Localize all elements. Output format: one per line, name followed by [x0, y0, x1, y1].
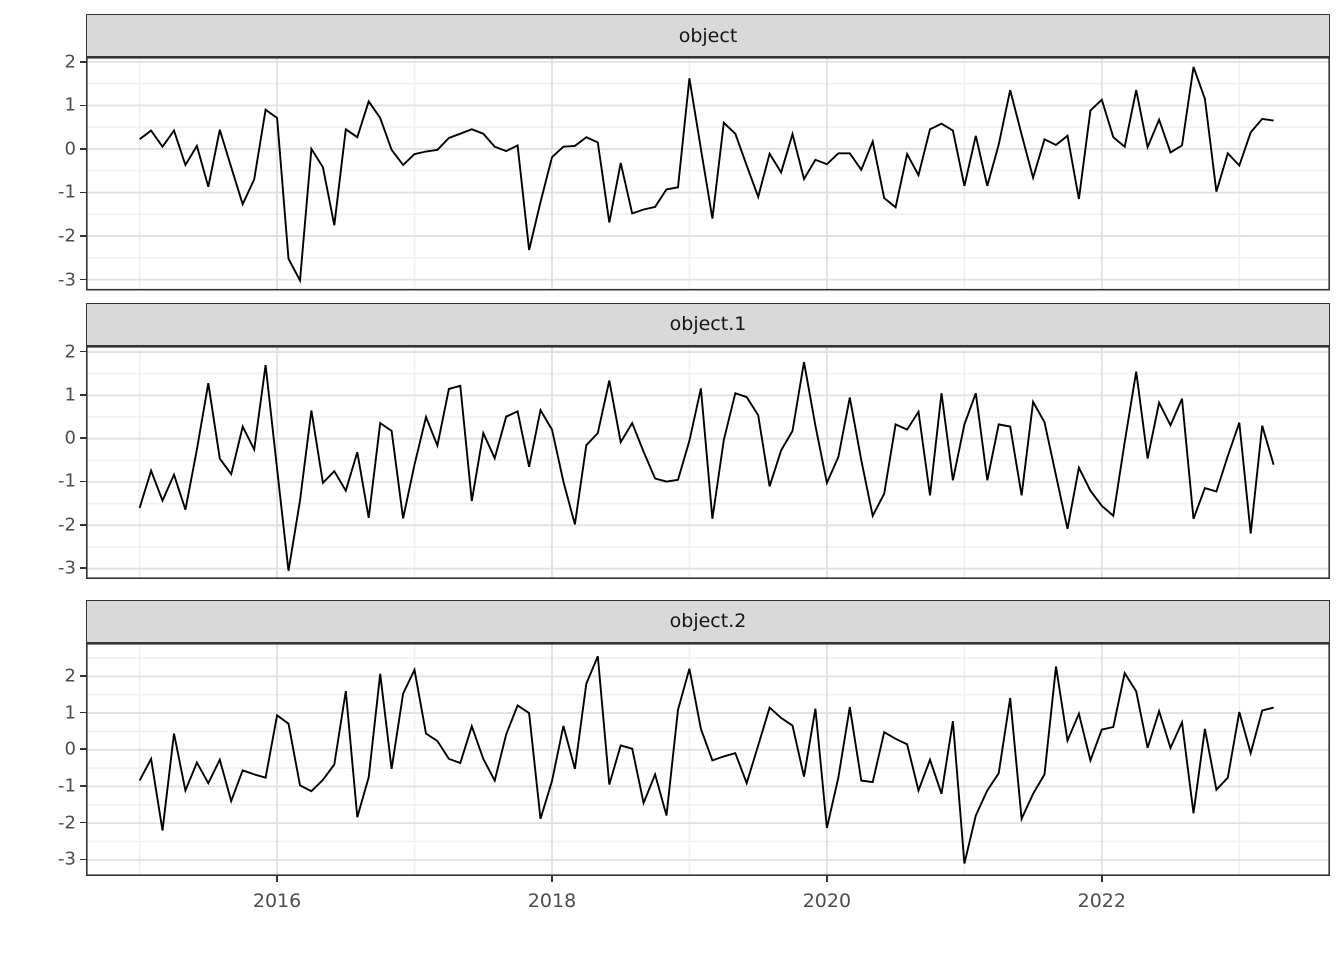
y-tick-mark: [80, 821, 86, 824]
y-axis-tick-label: -3: [58, 557, 76, 579]
y-tick-mark: [80, 350, 86, 353]
y-axis-tick-label: 0: [64, 427, 76, 449]
y-axis-tick-label: -1: [58, 775, 76, 797]
y-tick-mark: [80, 567, 86, 569]
y-axis-tick-label: 2: [64, 341, 76, 363]
facet-strip-object: object: [86, 14, 1330, 57]
y-axis-tick-label: -2: [58, 812, 76, 834]
y-tick-mark: [80, 711, 86, 714]
y-axis-tick-label: -2: [58, 225, 76, 247]
x-tick-mark: [1101, 875, 1103, 882]
y-axis-tick-label: 0: [64, 738, 76, 760]
series-line-object.1: [138, 361, 1275, 571]
y-axis-tick-label: 1: [64, 384, 76, 406]
x-axis-tick-label: 2018: [527, 890, 577, 912]
y-tick-mark: [80, 235, 86, 237]
y-axis-tick-label: -2: [58, 514, 76, 536]
y-tick-mark: [80, 394, 86, 396]
facet-title: object.1: [669, 313, 747, 335]
facet-strip-object-2: object.2: [86, 599, 1330, 643]
y-axis-tick-label: 1: [64, 702, 76, 724]
y-tick-mark: [80, 148, 86, 150]
y-tick-mark: [80, 785, 86, 787]
facet-panel-object-2: [86, 642, 1330, 876]
facet-panel-object: [86, 57, 1330, 291]
facet-title: object: [678, 24, 738, 47]
x-tick-mark: [276, 875, 278, 882]
y-tick-mark: [80, 480, 86, 483]
y-axis-tick-label: -1: [58, 181, 76, 203]
facet-strip-object-1: object.1: [86, 302, 1330, 346]
y-tick-mark: [80, 437, 86, 439]
y-axis-tick-label: 2: [64, 51, 76, 73]
y-axis-tick-label: 0: [64, 138, 76, 160]
y-tick-mark: [80, 60, 86, 63]
y-tick-mark: [80, 748, 86, 751]
x-axis-tick-label: 2022: [1077, 890, 1126, 912]
x-axis-tick-label: 2020: [802, 890, 852, 912]
facet-panel-object-1: [86, 345, 1330, 579]
y-tick-mark: [80, 523, 86, 526]
y-tick-mark: [80, 675, 86, 677]
x-tick-mark: [551, 875, 553, 882]
y-axis-tick-label: -3: [58, 848, 76, 870]
x-axis-tick-label: 2016: [252, 890, 302, 912]
y-axis-tick-label: -1: [58, 470, 76, 492]
y-tick-mark: [80, 191, 86, 194]
x-tick-mark: [826, 875, 828, 882]
y-axis-tick-label: 1: [64, 94, 76, 116]
y-axis-tick-label: -3: [58, 269, 76, 291]
y-tick-mark: [80, 858, 86, 861]
series-line-object.2: [138, 655, 1274, 864]
series-line-object: [139, 66, 1274, 284]
y-axis-tick-label: 2: [64, 665, 76, 687]
facet-title: object.2: [669, 610, 747, 632]
y-tick-mark: [80, 104, 86, 107]
y-tick-mark: [80, 278, 86, 281]
